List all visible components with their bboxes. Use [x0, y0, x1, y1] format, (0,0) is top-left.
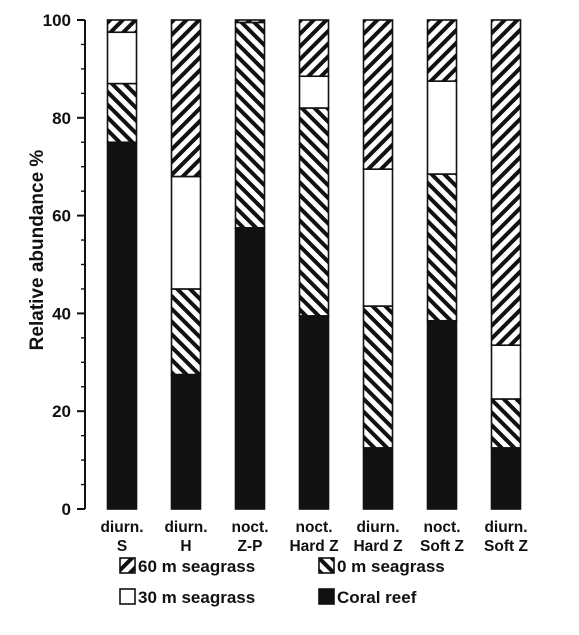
bar-segment-noct-z-p-60-m-seagrass [234, 19, 266, 24]
bars-layer [106, 19, 522, 510]
bar-segment-diurn-s-coral-reef [106, 141, 138, 510]
bar-segment-diurn-soft-z-coral-reef [490, 447, 522, 510]
bar-segment-diurn-hard-z-60-m-seagrass [362, 19, 394, 170]
y-tick-label-100: 100 [43, 11, 71, 30]
bar-segment-noct-hard-z-60-m-seagrass [298, 19, 330, 78]
bar-segment-noct-soft-z-60-m-seagrass [426, 19, 458, 82]
y-tick-label-20: 20 [52, 402, 71, 421]
y-axis: 0 20 40 60 80 100 [43, 11, 86, 519]
x-category-label-noct-hard-z: noct. Hard Z [289, 519, 339, 555]
bar-segment-noct-hard-z-coral-reef [298, 315, 330, 510]
legend-item-coral-reef: Coral reef [318, 588, 417, 607]
y-tick-label-0: 0 [62, 500, 71, 519]
legend: 60 m seagrass 0 m seagrass 30 m seagrass Co… [119, 557, 445, 607]
bar-segment-diurn-hard-z-coral-reef [362, 447, 394, 510]
x-category-label-noct-z-p: noct. Z-P [231, 519, 268, 555]
legend-swatch-0-m-seagrass [318, 557, 335, 574]
bar-segment-diurn-h-coral-reef [170, 373, 202, 510]
bar-segment-noct-soft-z-0-m-seagrass [426, 173, 458, 322]
bar-segment-noct-z-p-0-m-seagrass [234, 21, 266, 229]
y-tick-label-60: 60 [52, 207, 71, 226]
x-category-label-diurn-hard-z: diurn. Hard Z [353, 519, 403, 555]
bar-segment-diurn-hard-z-0-m-seagrass [362, 305, 394, 449]
y-tick-label-80: 80 [52, 109, 71, 128]
legend-swatch-60-m-seagrass [119, 557, 136, 574]
bar-segment-noct-soft-z-30-m-seagrass [426, 80, 458, 175]
y-axis-title: Relative abundance % [27, 150, 48, 351]
bar-segment-noct-z-p-coral-reef [234, 227, 266, 510]
bar-segment-diurn-h-0-m-seagrass [170, 288, 202, 376]
bar-segment-diurn-h-60-m-seagrass [170, 19, 202, 178]
x-category-label-diurn-h: diurn. H [164, 519, 207, 555]
legend-label-coral-reef: Coral reef [337, 588, 417, 607]
bar-segment-diurn-soft-z-30-m-seagrass [490, 344, 522, 400]
bar-segment-diurn-s-30-m-seagrass [106, 31, 138, 85]
x-category-label-diurn-soft-z: diurn. Soft Z [484, 519, 528, 555]
legend-label-60-m-seagrass: 60 m seagrass [138, 557, 255, 576]
legend-swatch-30-m-seagrass [119, 588, 136, 605]
bar-segment-diurn-s-60-m-seagrass [106, 19, 138, 34]
bar-segment-diurn-soft-z-0-m-seagrass [490, 398, 522, 449]
bar-segment-noct-soft-z-coral-reef [426, 319, 458, 510]
bar-segment-diurn-hard-z-30-m-seagrass [362, 168, 394, 307]
x-axis-labels: diurn. S diurn. H noct. Z-P noct. Hard Z diurn. H… [100, 519, 528, 555]
legend-item-60-m-seagrass: 60 m seagrass [119, 557, 255, 576]
legend-label-0-m-seagrass: 0 m seagrass [337, 557, 445, 576]
legend-item-30-m-seagrass: 30 m seagrass [119, 588, 255, 607]
bar-segment-diurn-h-30-m-seagrass [170, 175, 202, 290]
legend-swatch-coral-reef [318, 588, 335, 605]
bar-segment-noct-hard-z-30-m-seagrass [298, 75, 330, 109]
x-category-label-diurn-s: diurn. S [100, 519, 143, 555]
legend-label-30-m-seagrass: 30 m seagrass [138, 588, 255, 607]
legend-item-0-m-seagrass: 0 m seagrass [318, 557, 445, 576]
y-tick-label-40: 40 [52, 304, 71, 323]
bar-segment-diurn-soft-z-60-m-seagrass [490, 19, 522, 346]
x-category-label-noct-soft-z: noct. Soft Z [420, 519, 464, 555]
bar-segment-noct-hard-z-0-m-seagrass [298, 107, 330, 317]
bar-segment-diurn-s-0-m-seagrass [106, 82, 138, 144]
